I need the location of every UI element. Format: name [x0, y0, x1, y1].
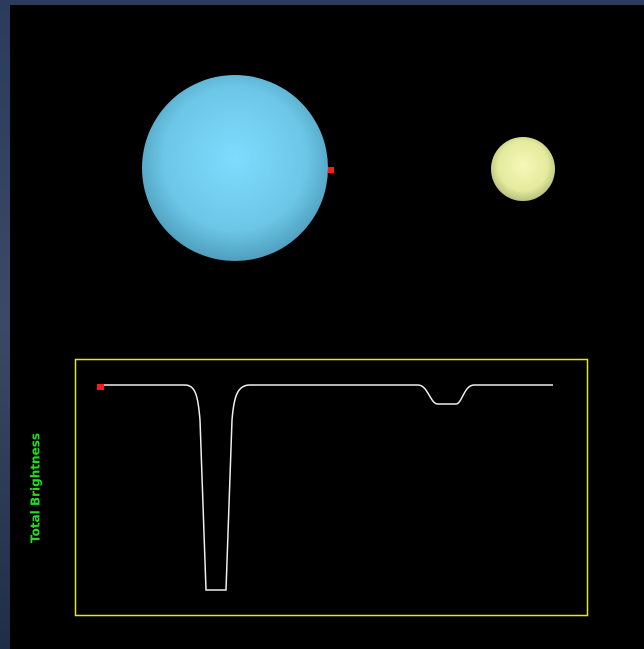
secondary-star	[491, 137, 555, 201]
primary-star	[142, 75, 328, 261]
light-curve	[104, 384, 553, 591]
orbit-marker	[328, 167, 334, 173]
viewport	[10, 5, 644, 649]
light-curve-frame	[74, 358, 589, 617]
y-axis-label: Total Brightness	[29, 433, 43, 543]
time-marker	[97, 384, 104, 390]
